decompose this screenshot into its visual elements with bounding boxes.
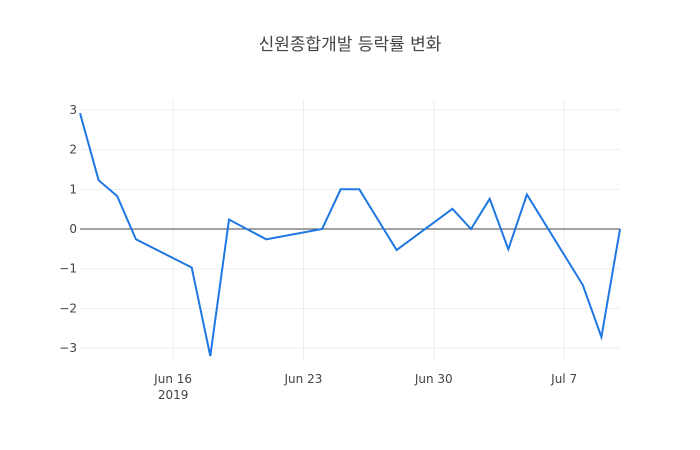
y-tick-label: 0: [69, 222, 77, 236]
y-tick-label: 1: [69, 182, 77, 196]
y-axis: 3 2 1 0 −1 −2 −3: [59, 103, 77, 355]
y-tick-label: 3: [69, 103, 77, 117]
y-tick-label: −3: [59, 341, 77, 355]
x-tick-label: Jun 23: [284, 372, 323, 386]
x-tick-label: Jun 16: [153, 372, 192, 386]
chart-title: 신원종합개발 등락률 변화: [258, 35, 442, 55]
x-tick-label: Jun 30: [414, 372, 453, 386]
x-tick-year-label: 2019: [158, 388, 189, 402]
series-line: [79, 112, 621, 357]
gridlines: [80, 100, 620, 360]
y-tick-label: −2: [59, 301, 77, 315]
x-axis: Jun 16 2019 Jun 23 Jun 30 Jul 7: [153, 372, 577, 402]
data-series: [79, 112, 621, 357]
y-tick-label: −1: [59, 262, 77, 276]
y-tick-label: 2: [69, 143, 77, 157]
x-tick-label: Jul 7: [550, 372, 577, 386]
